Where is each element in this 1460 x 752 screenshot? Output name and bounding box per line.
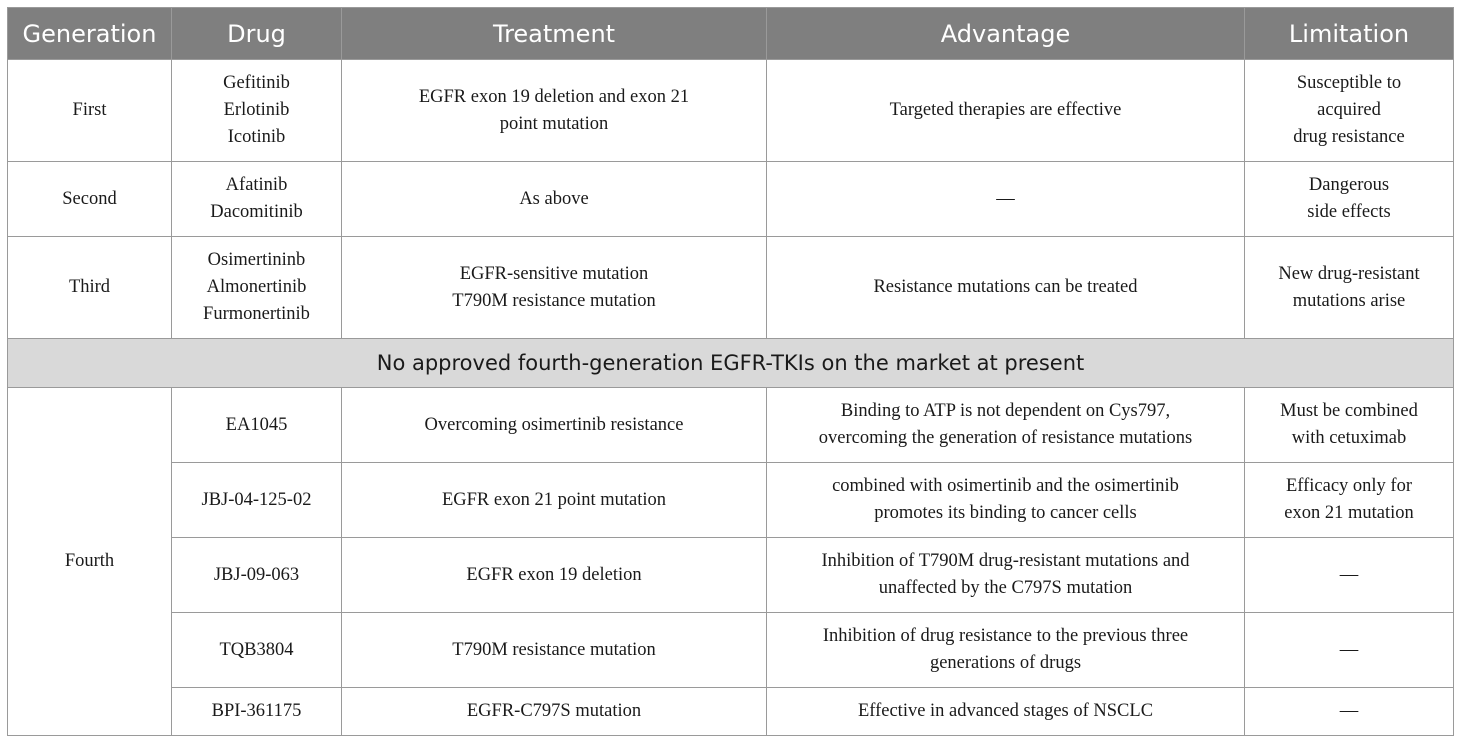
advantage-cell: combined with osimertinib and the osimer… — [766, 462, 1245, 538]
limitation-line: — — [1339, 701, 1359, 721]
table-row: JBJ-09-063 EGFR exon 19 deletion Inhibit… — [8, 537, 1454, 613]
limitation-line: Must be combined — [1280, 401, 1418, 421]
limitation-line: — — [1339, 639, 1359, 660]
advantage-line: Effective in advanced stages of NSCLC — [857, 701, 1154, 721]
advantage-cell: — — [766, 161, 1245, 237]
drug-name: Osimertininb — [207, 250, 306, 270]
limitation-line: Dangerous — [1308, 175, 1390, 195]
header-limitation: Limitation — [1244, 7, 1454, 60]
limitation-cell: — — [1244, 687, 1454, 736]
advantage-line: — — [996, 188, 1015, 209]
limitation-line: mutations arise — [1292, 290, 1406, 311]
treatment-cell: EGFR-sensitive mutation T790M resistance… — [341, 236, 767, 339]
drug-name: Almonertinib — [206, 277, 307, 297]
generation-cell: Third — [7, 236, 172, 339]
generation-cell: Second — [7, 161, 172, 237]
drug-name: Icotinib — [227, 127, 286, 147]
advantage-cell: Inhibition of drug resistance to the pre… — [766, 612, 1245, 688]
generation-cell: Fourth — [7, 387, 172, 736]
egfr-tki-table: Generation Drug Treatment Advantage Limi… — [7, 7, 1454, 736]
banner-row: No approved fourth-generation EGFR-TKIs … — [7, 338, 1454, 388]
drug-name: Gefitinib — [223, 73, 290, 93]
advantage-cell: Targeted therapies are effective — [766, 59, 1245, 162]
table-row: Fourth EA1045 Overcoming osimertinib res… — [7, 387, 1454, 736]
limitation-cell: Susceptible to acquired drug resistance — [1244, 59, 1454, 162]
treatment-cell: T790M resistance mutation — [341, 612, 767, 688]
table-row: Third Osimertininb Almonertinib Furmoner… — [7, 236, 1454, 339]
limitation-cell: Dangerous side effects — [1244, 161, 1454, 237]
limitation-line: acquired — [1317, 100, 1381, 120]
drug-cell: BPI-361175 — [171, 687, 342, 736]
advantage-line: Resistance mutations can be treated — [873, 277, 1138, 297]
treatment-cell: As above — [341, 161, 767, 237]
banner-note: No approved fourth-generation EGFR-TKIs … — [7, 338, 1454, 388]
treatment-line: EGFR-sensitive mutation — [459, 263, 649, 284]
advantage-cell: Binding to ATP is not dependent on Cys79… — [766, 387, 1245, 463]
treatment-line: Overcoming osimertinib resistance — [424, 414, 684, 435]
drug-name: Erlotinib — [223, 100, 290, 120]
limitation-cell: Efficacy only for exon 21 mutation — [1244, 462, 1454, 538]
table-row: TQB3804 T790M resistance mutation Inhibi… — [8, 612, 1454, 688]
treatment-line: EGFR exon 19 deletion and exon 21 — [418, 86, 690, 107]
treatment-line: T790M resistance mutation — [452, 290, 656, 311]
drug-cell: Afatinib Dacomitinib — [171, 161, 342, 237]
drug-cell: JBJ-04-125-02 — [171, 462, 342, 538]
limitation-line: with cetuximab — [1291, 428, 1407, 448]
treatment-cell: Overcoming osimertinib resistance — [341, 387, 767, 463]
limitation-line: side effects — [1307, 202, 1391, 222]
advantage-line: combined with osimertinib and the osimer… — [832, 476, 1179, 496]
advantage-line: Binding to ATP is not dependent on Cys79… — [840, 401, 1171, 421]
table-row: BPI-361175 EGFR-C797S mutation Effective… — [8, 687, 1454, 736]
drug-name: Furmonertinib — [203, 304, 310, 324]
limitation-line: New drug-resistant — [1278, 263, 1420, 284]
limitation-cell: New drug-resistant mutations arise — [1244, 236, 1454, 339]
drug-name: Afatinib — [225, 175, 288, 195]
header-drug: Drug — [171, 7, 342, 60]
limitation-line: — — [1339, 564, 1359, 585]
generation-cell: First — [7, 59, 172, 162]
treatment-line: T790M resistance mutation — [452, 639, 656, 660]
header-advantage: Advantage — [766, 7, 1245, 60]
advantage-cell: Effective in advanced stages of NSCLC — [766, 687, 1245, 736]
treatment-cell: EGFR exon 19 deletion and exon 21 point … — [341, 59, 767, 162]
limitation-line: Susceptible to — [1296, 73, 1402, 93]
header-row: Generation Drug Treatment Advantage Limi… — [7, 7, 1454, 60]
advantage-line: overcoming the generation of resistance … — [818, 428, 1193, 448]
advantage-line: Inhibition of drug resistance to the pre… — [822, 626, 1189, 646]
header-treatment: Treatment — [341, 7, 767, 60]
drug-name: Dacomitinib — [210, 202, 303, 222]
advantage-line: Targeted therapies are effective — [889, 100, 1122, 120]
limitation-line: Efficacy only for — [1285, 476, 1413, 496]
advantage-line: unaffected by the C797S mutation — [878, 578, 1133, 598]
treatment-line: EGFR exon 21 point mutation — [441, 489, 667, 510]
treatment-line: point mutation — [499, 113, 609, 134]
table-row: JBJ-04-125-02 EGFR exon 21 point mutatio… — [8, 462, 1454, 538]
limitation-cell: Must be combined with cetuximab — [1244, 387, 1454, 463]
header-generation: Generation — [7, 7, 172, 60]
drug-cell: Gefitinib Erlotinib Icotinib — [171, 59, 342, 162]
treatment-cell: EGFR exon 19 deletion — [341, 537, 767, 613]
treatment-cell: EGFR exon 21 point mutation — [341, 462, 767, 538]
treatment-cell: EGFR-C797S mutation — [341, 687, 767, 736]
drug-cell: EA1045 — [171, 387, 342, 463]
drug-cell: Osimertininb Almonertinib Furmonertinib — [171, 236, 342, 339]
advantage-line: promotes its binding to cancer cells — [874, 503, 1137, 523]
treatment-line: EGFR exon 19 deletion — [466, 564, 642, 585]
limitation-cell: — — [1244, 612, 1454, 688]
advantage-cell: Resistance mutations can be treated — [766, 236, 1245, 339]
advantage-cell: Inhibition of T790M drug-resistant mutat… — [766, 537, 1245, 613]
table-row: First Gefitinib Erlotinib Icotinib EGFR … — [7, 59, 1454, 162]
treatment-line: As above — [519, 188, 589, 209]
limitation-line: drug resistance — [1293, 127, 1405, 147]
advantage-line: generations of drugs — [929, 653, 1082, 673]
drug-cell: TQB3804 — [171, 612, 342, 688]
limitation-line: exon 21 mutation — [1284, 503, 1414, 523]
drug-cell: JBJ-09-063 — [171, 537, 342, 613]
treatment-line: EGFR-C797S mutation — [466, 701, 642, 721]
limitation-cell: — — [1244, 537, 1454, 613]
table-row: Second Afatinib Dacomitinib As above — D… — [7, 161, 1454, 237]
advantage-line: Inhibition of T790M drug-resistant mutat… — [821, 551, 1190, 571]
